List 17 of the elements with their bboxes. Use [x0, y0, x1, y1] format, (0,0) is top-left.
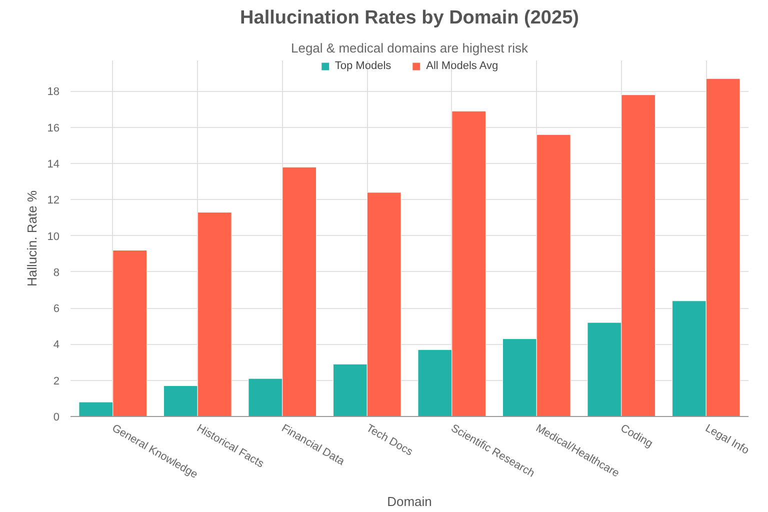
y-tick-label: 16	[47, 122, 60, 134]
y-axis-title: Hallucin. Rate %	[24, 190, 40, 287]
chart-subtitle: Legal & medical domains are highest risk	[290, 40, 529, 56]
chart-title: Hallucination Rates by Domain (2025)	[240, 8, 579, 28]
y-tick-label: 14	[47, 158, 60, 171]
legend-label: Top Models	[334, 60, 392, 72]
y-tick-label: 6	[53, 303, 60, 316]
x-tick-label: Tech Docs	[364, 422, 416, 459]
y-tick-label: 18	[47, 86, 60, 98]
y-tick-label: 10	[47, 230, 60, 243]
y-tick-label: 8	[53, 266, 60, 279]
y-tick-label: 0	[53, 412, 60, 424]
y-tick-label: 12	[47, 194, 60, 207]
y-tick-label: 4	[53, 339, 60, 352]
x-axis-title: Domain	[387, 494, 432, 510]
y-tick-label: 2	[53, 375, 60, 388]
legend-label: All Models Avg	[426, 60, 498, 72]
